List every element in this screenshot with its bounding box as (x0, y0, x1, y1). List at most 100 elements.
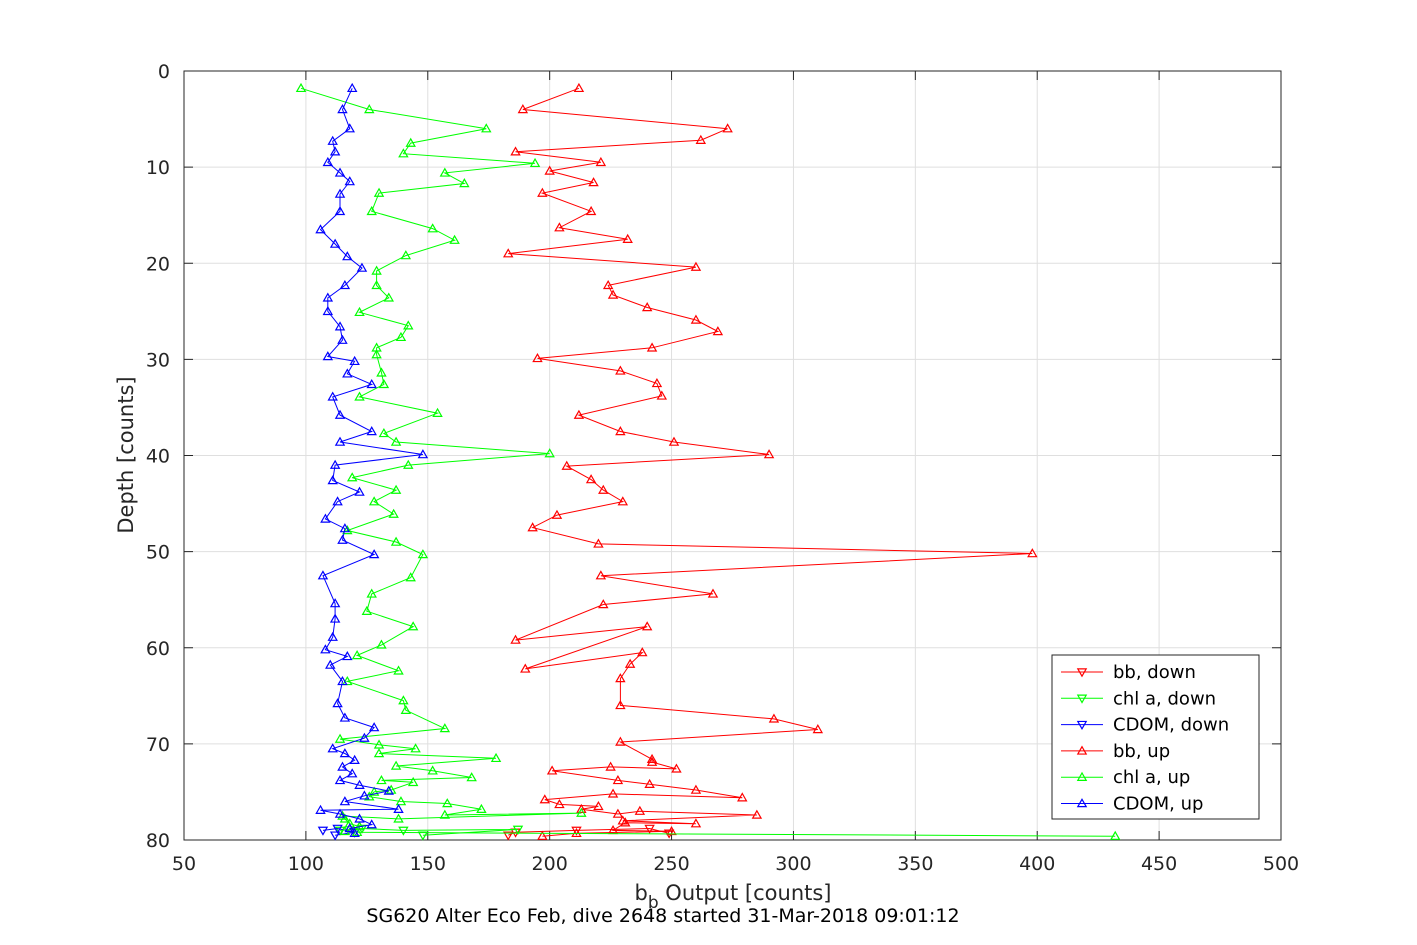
series-cdom-up (315, 82, 429, 838)
data-point-marker (344, 818, 356, 828)
data-point-marker (561, 460, 572, 470)
data-point-marker (337, 334, 348, 344)
data-point-marker (368, 722, 380, 732)
data-point-marker (751, 809, 763, 819)
data-point-marker (403, 320, 414, 330)
legend-label: bb, down (1113, 662, 1196, 683)
data-point-marker (646, 342, 658, 352)
data-point-marker (329, 598, 341, 608)
data-point-marker (439, 723, 451, 733)
data-point-marker (334, 808, 346, 818)
data-point-marker (337, 104, 348, 114)
data-point-marker (615, 426, 626, 436)
data-point-marker (373, 748, 385, 758)
data-point-marker (690, 314, 702, 324)
data-point-marker (354, 486, 365, 496)
data-point-marker (354, 779, 365, 789)
data-point-marker (339, 748, 351, 758)
data-point-marker (417, 449, 429, 459)
data-point-marker (393, 803, 404, 813)
data-point-marker (602, 279, 614, 290)
x-axis-label-subscript: b (648, 893, 659, 913)
x-tick-label: 150 (410, 853, 446, 875)
data-point-marker (327, 135, 338, 145)
data-point-marker (373, 187, 385, 197)
data-point-marker (342, 368, 353, 378)
data-point-marker (346, 82, 358, 93)
data-point-marker (349, 827, 360, 838)
data-point-marker (554, 799, 565, 809)
y-tick-label: 60 (146, 638, 170, 660)
legend-entry: bb, down (1061, 662, 1196, 683)
data-point-marker (359, 790, 370, 800)
data-point-marker (344, 176, 356, 186)
data-point-marker (390, 760, 402, 770)
data-point-marker (398, 695, 409, 705)
data-point-marker (417, 831, 429, 841)
data-point-marker (646, 753, 658, 764)
data-point-marker (520, 663, 531, 673)
axis-ticks: 50 100 150 200 250 300 350 400 450 500 0 10 20 30 40 50… (146, 61, 1299, 875)
data-point-marker (351, 650, 363, 660)
data-point-marker (334, 205, 346, 216)
data-point-marker (354, 391, 365, 401)
data-point-marker (332, 824, 343, 834)
data-point-marker (334, 436, 346, 446)
data-point-marker (351, 826, 363, 837)
data-point-marker (322, 292, 334, 302)
data-point-marker (585, 474, 597, 484)
data-point-marker (317, 570, 329, 580)
data-point-marker (432, 407, 443, 417)
data-point-marker (612, 774, 624, 785)
caption: SG620 Alter Eco Feb, dive 2648 started 3… (366, 905, 959, 927)
data-point-marker (405, 572, 416, 582)
data-point-marker (595, 570, 607, 580)
data-point-marker (527, 522, 538, 532)
data-point-marker (327, 631, 338, 641)
data-point-marker (320, 513, 331, 523)
data-point-marker (620, 817, 631, 827)
data-point-marker (690, 818, 702, 828)
data-point-marker (763, 449, 775, 459)
data-point-marker (349, 355, 360, 366)
data-point-marker (712, 326, 724, 336)
data-point-marker (334, 321, 346, 331)
legend-entry: CDOM, down (1061, 715, 1229, 736)
data-point-marker (322, 305, 334, 316)
data-point-marker (1109, 830, 1121, 840)
data-point-marker (383, 785, 395, 795)
data-point-marker (576, 807, 587, 817)
data-point-marker (366, 426, 377, 436)
data-point-marker (481, 123, 492, 133)
data-point-marker (339, 813, 351, 823)
data-point-marker (371, 349, 382, 359)
data-point-marker (339, 825, 351, 836)
data-point-marker (722, 123, 733, 133)
data-point-marker (322, 351, 334, 361)
data-point-marker (707, 588, 719, 598)
data-point-marker (329, 831, 341, 841)
data-point-marker (573, 409, 585, 419)
data-point-marker (364, 104, 375, 114)
data-point-marker (378, 378, 390, 389)
legend-label: chl a, down (1113, 688, 1216, 709)
data-point-marker (342, 650, 353, 661)
legend-entry: chl a, up (1061, 767, 1190, 788)
data-point-marker (571, 826, 582, 836)
data-point-marker (322, 156, 334, 167)
data-point-marker (588, 177, 599, 187)
y-tick-label: 40 (146, 446, 170, 468)
data-point-marker (334, 733, 346, 743)
data-point-marker (466, 772, 477, 782)
legend-entry: CDOM, up (1061, 794, 1203, 815)
data-point-marker (546, 765, 558, 775)
data-point-marker (598, 484, 609, 494)
data-point-marker (398, 826, 409, 836)
data-point-marker (337, 761, 348, 771)
data-point-marker (502, 248, 514, 258)
y-tick-label: 80 (146, 830, 170, 852)
legend: bb, down chl a, down CDOM, down bb, up chl a… (1051, 654, 1260, 820)
series-line (319, 88, 423, 834)
data-point-marker (532, 353, 543, 363)
data-point-marker (339, 712, 351, 722)
